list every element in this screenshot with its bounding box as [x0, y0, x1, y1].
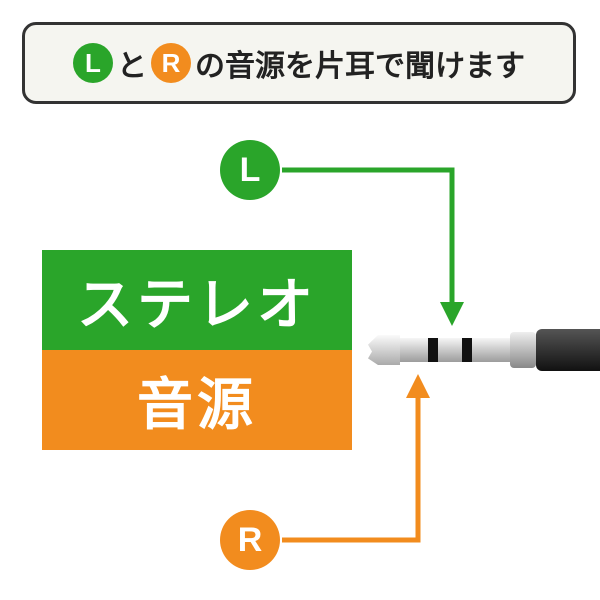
plug-ring-2 — [462, 338, 472, 362]
title-tail: の音源を片耳で聞けます — [195, 41, 525, 85]
stereo-source-box: ステレオ 音源 — [42, 250, 352, 450]
plug-tip — [360, 335, 400, 365]
l-badge-large: L — [220, 140, 280, 200]
title-connector: と — [117, 41, 147, 85]
plug-shaft — [400, 338, 510, 362]
r-badge-small: R — [151, 43, 191, 83]
title-text: L と R の音源を片耳で聞けます — [73, 41, 525, 85]
title-box: L と R の音源を片耳で聞けます — [22, 22, 576, 104]
stereo-label: ステレオ — [42, 250, 352, 350]
plug-collar — [510, 332, 536, 368]
source-label: 音源 — [42, 350, 352, 450]
plug-ring-1 — [428, 338, 438, 362]
audio-plug-icon — [360, 325, 600, 375]
r-badge-large: R — [220, 510, 280, 570]
plug-sleeve — [536, 329, 600, 371]
l-badge-small: L — [73, 43, 113, 83]
